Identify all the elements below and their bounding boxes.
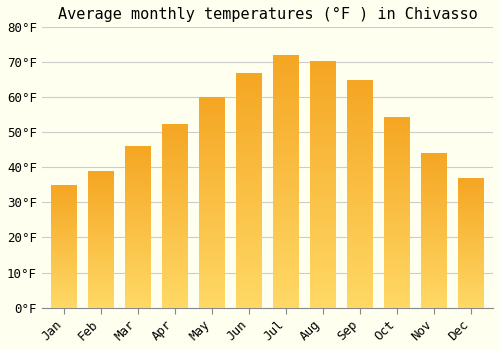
Title: Average monthly temperatures (°F ) in Chivasso: Average monthly temperatures (°F ) in Ch… (58, 7, 478, 22)
